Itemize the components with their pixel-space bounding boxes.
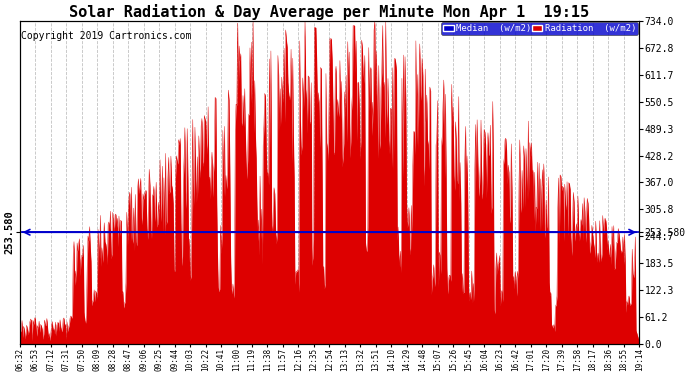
Text: Copyright 2019 Cartronics.com: Copyright 2019 Cartronics.com <box>21 31 191 41</box>
Legend: Median  (w/m2), Radiation  (w/m2): Median (w/m2), Radiation (w/m2) <box>441 22 638 35</box>
Title: Solar Radiation & Day Average per Minute Mon Apr 1  19:15: Solar Radiation & Day Average per Minute… <box>70 4 589 20</box>
